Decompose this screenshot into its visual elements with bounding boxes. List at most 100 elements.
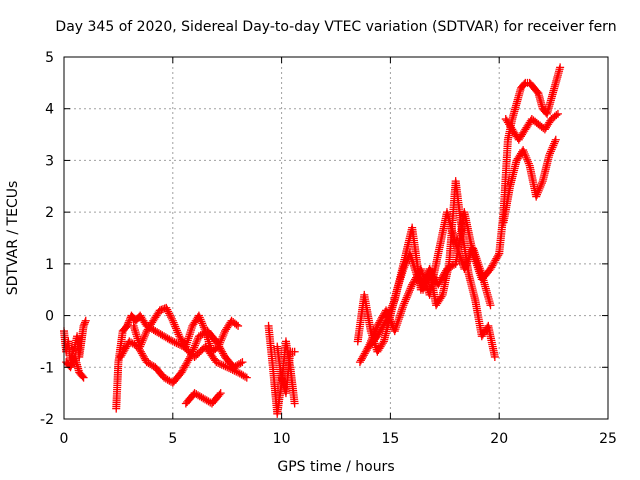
data-point bbox=[536, 182, 545, 191]
data-point bbox=[537, 179, 546, 188]
data-point bbox=[136, 340, 145, 349]
data-point bbox=[405, 286, 414, 295]
data-point bbox=[365, 340, 374, 349]
data-point bbox=[455, 251, 464, 260]
data-point bbox=[173, 328, 182, 337]
data-point bbox=[186, 328, 195, 337]
data-point bbox=[367, 335, 376, 344]
data-point bbox=[118, 349, 127, 358]
data-point bbox=[216, 338, 225, 347]
data-point bbox=[218, 347, 227, 356]
data-point bbox=[390, 327, 399, 336]
x-tick-label: 10 bbox=[273, 431, 291, 447]
data-point bbox=[375, 318, 384, 327]
data-point bbox=[140, 354, 149, 363]
data-point bbox=[549, 141, 558, 150]
data-point bbox=[68, 347, 77, 356]
data-point bbox=[232, 320, 241, 329]
data-point bbox=[171, 322, 180, 331]
data-point bbox=[535, 184, 544, 193]
y-tick-label: 2 bbox=[45, 205, 54, 221]
data-point bbox=[179, 365, 188, 374]
data-point bbox=[474, 260, 483, 269]
data-point bbox=[452, 241, 461, 250]
data-point bbox=[465, 253, 474, 262]
y-tick-label: -1 bbox=[40, 360, 54, 376]
data-point bbox=[123, 320, 132, 329]
data-point bbox=[473, 256, 482, 265]
data-point bbox=[488, 261, 497, 270]
data-point bbox=[522, 153, 531, 162]
data-point bbox=[366, 338, 375, 347]
data-point bbox=[355, 358, 364, 367]
data-point bbox=[556, 63, 565, 72]
data-point bbox=[439, 271, 448, 280]
data-point bbox=[172, 324, 181, 333]
y-tick-label: 1 bbox=[45, 257, 54, 273]
data-point bbox=[290, 399, 299, 408]
data-point bbox=[184, 356, 193, 365]
data-point bbox=[130, 323, 139, 332]
data-point bbox=[358, 352, 367, 361]
data-point bbox=[397, 307, 406, 316]
data-point bbox=[490, 258, 499, 267]
data-point bbox=[141, 330, 150, 339]
data-point bbox=[519, 146, 528, 155]
data-point bbox=[172, 326, 181, 335]
data-point bbox=[453, 245, 462, 254]
data-point bbox=[136, 342, 145, 351]
data-point bbox=[493, 252, 502, 261]
data-point bbox=[166, 313, 175, 322]
data-point bbox=[193, 336, 202, 345]
data-point bbox=[460, 265, 469, 274]
data-point bbox=[378, 339, 387, 348]
data-point bbox=[373, 321, 382, 330]
data-point bbox=[192, 337, 201, 346]
data-point bbox=[457, 255, 466, 264]
data-point bbox=[121, 344, 130, 353]
data-point bbox=[164, 307, 173, 316]
data-point bbox=[219, 330, 228, 339]
data-point bbox=[533, 188, 542, 197]
data-point bbox=[545, 151, 554, 160]
data-point bbox=[198, 321, 207, 330]
data-point bbox=[217, 334, 226, 343]
data-point bbox=[395, 313, 404, 322]
data-point bbox=[475, 262, 484, 271]
data-point bbox=[454, 247, 463, 256]
data-point bbox=[462, 259, 471, 268]
data-point bbox=[426, 266, 435, 275]
data-point bbox=[386, 317, 395, 326]
data-point bbox=[139, 352, 148, 361]
data-point bbox=[170, 320, 179, 329]
data-point bbox=[357, 354, 366, 363]
data-point bbox=[371, 325, 380, 334]
data-point bbox=[185, 354, 194, 363]
data-point bbox=[417, 267, 426, 276]
y-axis-label: SDTVAR / TECUs bbox=[5, 181, 21, 296]
data-point bbox=[119, 347, 128, 356]
data-point bbox=[166, 311, 175, 320]
data-point bbox=[404, 288, 413, 297]
data-point bbox=[406, 284, 415, 293]
data-point bbox=[425, 265, 434, 274]
data-point bbox=[491, 256, 500, 265]
data-point bbox=[475, 264, 484, 273]
data-point bbox=[186, 352, 195, 361]
data-point bbox=[186, 351, 195, 360]
x-tick-label: 5 bbox=[168, 431, 177, 447]
data-point bbox=[403, 291, 412, 300]
data-point bbox=[471, 250, 480, 259]
data-point bbox=[217, 360, 226, 369]
data-point bbox=[215, 359, 224, 368]
data-point bbox=[185, 330, 194, 339]
data-point bbox=[178, 366, 187, 375]
data-point bbox=[215, 390, 224, 399]
data-point bbox=[374, 320, 383, 329]
data-point bbox=[490, 352, 499, 361]
data-point bbox=[81, 318, 90, 327]
data-point bbox=[420, 276, 429, 285]
data-point bbox=[412, 271, 421, 280]
data-point bbox=[486, 301, 495, 310]
data-point bbox=[551, 135, 560, 144]
